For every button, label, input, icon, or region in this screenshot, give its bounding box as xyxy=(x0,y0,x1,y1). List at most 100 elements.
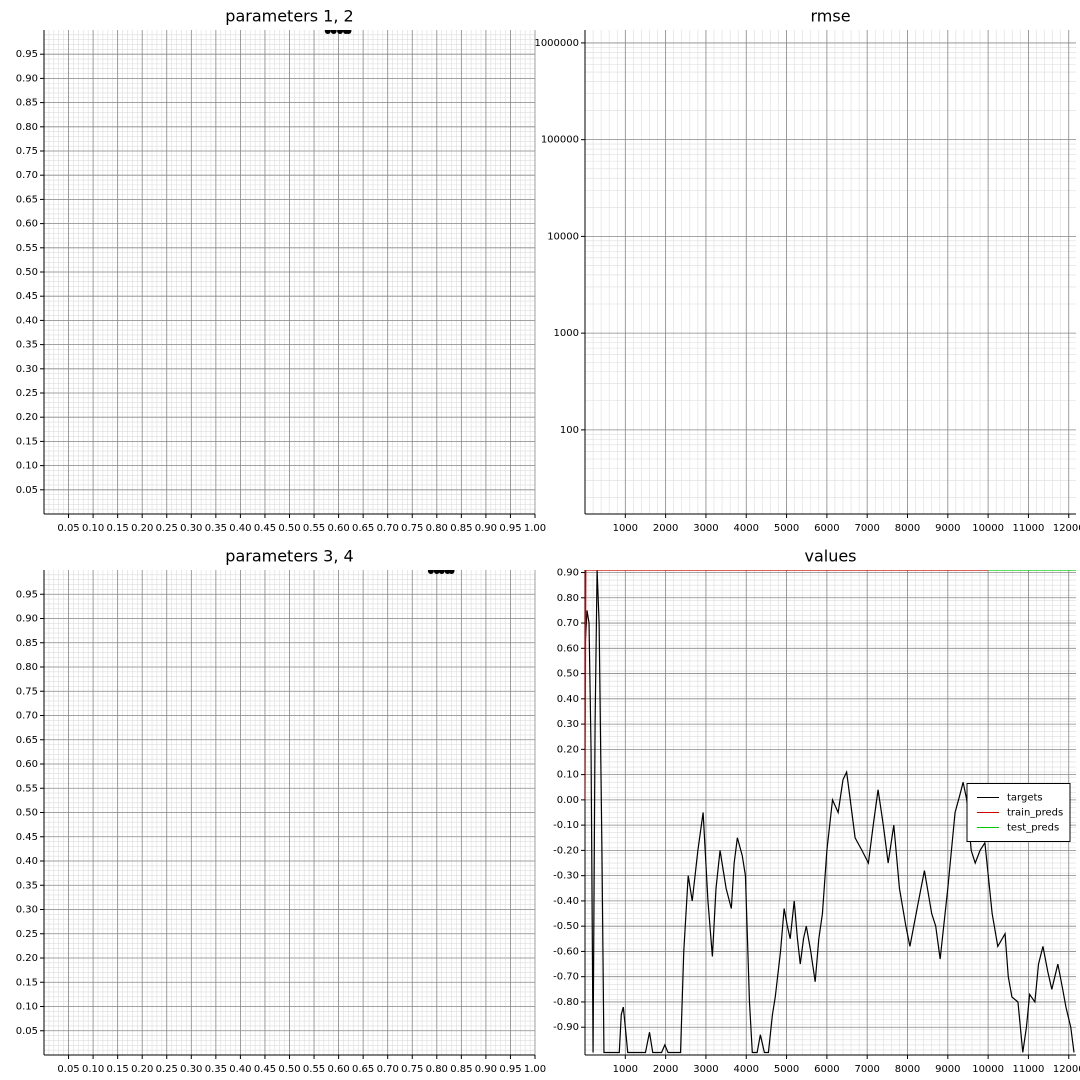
y-tick-label: -0.60 xyxy=(553,946,579,957)
x-tick-label: 9000 xyxy=(935,523,960,534)
y-tick-label: 0.35 xyxy=(16,880,38,891)
x-tick-label: 10000 xyxy=(972,523,1004,534)
x-tick-label: 0.30 xyxy=(180,1064,202,1075)
y-tick-label: 0.30 xyxy=(16,905,38,916)
y-tick-label: 0.70 xyxy=(16,170,38,181)
point xyxy=(337,30,344,34)
y-tick-label: 0.90 xyxy=(16,614,38,625)
x-tick-label: 8000 xyxy=(895,1064,920,1075)
x-tick-label: 0.15 xyxy=(107,1064,129,1075)
y-tick-label: -0.90 xyxy=(553,1022,579,1033)
y-tick-label: -0.10 xyxy=(553,820,579,831)
x-tick-label: 5000 xyxy=(774,1064,799,1075)
x-tick-label: 5000 xyxy=(774,523,799,534)
y-tick-label: 100000 xyxy=(541,135,579,146)
y-tick-label: 10000 xyxy=(547,231,579,242)
y-tick-label: 0.10 xyxy=(16,1002,38,1013)
point xyxy=(330,30,337,34)
x-tick-label: 6000 xyxy=(814,1064,839,1075)
y-tick-label: 0.40 xyxy=(16,315,38,326)
y-tick-label: 0.45 xyxy=(16,291,38,302)
y-tick-label: 0.15 xyxy=(16,977,38,988)
chart-title: parameters 3, 4 xyxy=(225,547,353,566)
x-tick-label: 0.10 xyxy=(82,1064,104,1075)
y-tick-label: 0.80 xyxy=(557,593,579,604)
y-tick-label: -0.20 xyxy=(553,845,579,856)
y-tick-label: 0.10 xyxy=(557,770,579,781)
plot-area xyxy=(584,570,1076,1056)
y-tick-label: 0.60 xyxy=(557,643,579,654)
y-tick-label: 0.05 xyxy=(16,485,38,496)
y-tick-label: 0.95 xyxy=(16,49,38,60)
y-tick-label: 0.25 xyxy=(16,388,38,399)
x-tick-label: 0.70 xyxy=(377,1064,399,1075)
x-tick-label: 0.85 xyxy=(450,1064,472,1075)
x-tick-label: 3000 xyxy=(693,523,718,534)
y-tick-label: 0.40 xyxy=(16,856,38,867)
y-tick-label: 0.85 xyxy=(16,98,38,109)
x-tick-label: 0.20 xyxy=(131,1064,153,1075)
y-tick-label: 0.80 xyxy=(16,122,38,133)
series-line xyxy=(585,570,1075,1054)
legend-label: train_preds xyxy=(1007,808,1063,819)
x-tick-label: 8000 xyxy=(895,523,920,534)
x-tick-label: 0.60 xyxy=(327,1064,349,1075)
y-tick-label: 0.20 xyxy=(16,953,38,964)
x-tick-label: 1000 xyxy=(613,1064,638,1075)
x-tick-label: 0.75 xyxy=(401,1064,423,1075)
x-tick-label: 0.95 xyxy=(499,523,521,534)
x-tick-label: 0.45 xyxy=(254,523,276,534)
x-tick-label: 11000 xyxy=(1013,1064,1045,1075)
marks xyxy=(324,30,352,34)
y-tick-label: 0.65 xyxy=(16,194,38,205)
y-tick-label: 0.70 xyxy=(16,711,38,722)
x-tick-label: 0.50 xyxy=(278,523,300,534)
y-tick-label: 0.05 xyxy=(16,1026,38,1037)
x-tick-label: 0.80 xyxy=(426,523,448,534)
x-tick-label: 9000 xyxy=(935,1064,960,1075)
x-tick-label: 0.05 xyxy=(57,1064,79,1075)
chart-title: values xyxy=(804,547,856,566)
x-tick-label: 0.65 xyxy=(352,1064,374,1075)
y-tick-label: 0.90 xyxy=(557,568,579,579)
y-tick-label: 0.70 xyxy=(557,618,579,629)
x-tick-label: 0.30 xyxy=(180,523,202,534)
x-tick-label: 0.90 xyxy=(475,523,497,534)
x-tick-label: 7000 xyxy=(854,523,879,534)
y-tick-label: 0.40 xyxy=(557,694,579,705)
y-tick-label: 0.55 xyxy=(16,783,38,794)
x-tick-label: 0.75 xyxy=(401,523,423,534)
plot-area xyxy=(43,30,536,515)
x-tick-label: 0.65 xyxy=(352,523,374,534)
x-tick-label: 0.60 xyxy=(327,523,349,534)
y-tick-label: 1000000 xyxy=(534,38,579,49)
y-tick-label: 0.50 xyxy=(16,808,38,819)
y-tick-label: 0.20 xyxy=(16,412,38,423)
y-tick-label: 0.60 xyxy=(16,759,38,770)
point xyxy=(433,570,440,574)
x-tick-label: 0.70 xyxy=(377,523,399,534)
x-tick-label: 1.00 xyxy=(524,1064,546,1075)
y-tick-label: 0.30 xyxy=(16,364,38,375)
y-tick-label: 0.45 xyxy=(16,832,38,843)
y-tick-label: 0.25 xyxy=(16,929,38,940)
y-tick-label: 1000 xyxy=(554,328,579,339)
x-tick-label: 0.45 xyxy=(254,1064,276,1075)
x-tick-label: 0.55 xyxy=(303,523,325,534)
point xyxy=(448,570,455,574)
x-tick-label: 1000 xyxy=(613,523,638,534)
y-tick-label: 0.50 xyxy=(557,669,579,680)
marks xyxy=(585,570,1076,1054)
y-tick-label: 0.85 xyxy=(16,638,38,649)
x-tick-label: 6000 xyxy=(814,523,839,534)
y-tick-label: 0.95 xyxy=(16,589,38,600)
x-tick-label: 0.40 xyxy=(229,1064,251,1075)
x-tick-label: 10000 xyxy=(972,1064,1004,1075)
x-tick-label: 0.25 xyxy=(156,1064,178,1075)
x-tick-label: 0.40 xyxy=(229,523,251,534)
legend: targets train_preds test_preds xyxy=(966,783,1071,842)
marks xyxy=(427,570,455,574)
y-tick-label: 0.80 xyxy=(16,662,38,673)
